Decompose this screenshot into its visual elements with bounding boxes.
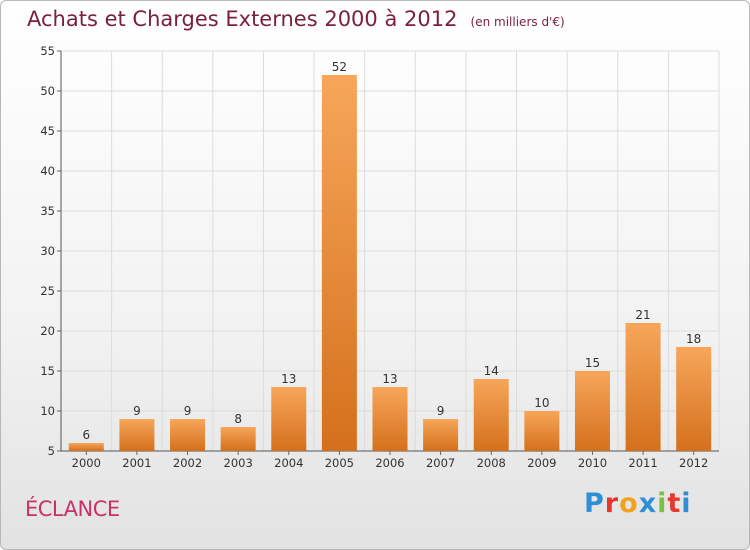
logo-letter: x	[638, 488, 658, 519]
data-label: 21	[635, 308, 650, 322]
data-label: 8	[234, 412, 242, 426]
y-tick-label: 45	[40, 124, 55, 138]
bar	[68, 443, 104, 451]
bar	[423, 419, 459, 451]
data-label: 6	[82, 428, 90, 442]
x-tick-label: 2006	[375, 456, 404, 470]
data-label: 52	[332, 60, 347, 74]
x-tick-label: 2012	[679, 456, 708, 470]
y-tick-label: 50	[40, 84, 55, 98]
y-tick-label: 10	[40, 404, 55, 418]
y-tick-label: 20	[40, 324, 55, 338]
x-tick-label: 2002	[173, 456, 202, 470]
x-tick-label: 2010	[578, 456, 607, 470]
commune-name: ÉCLANCE	[25, 497, 120, 521]
y-tick-label: 35	[40, 204, 55, 218]
x-tick-label: 2005	[325, 456, 354, 470]
y-tick-label: 5	[48, 444, 55, 458]
logo-letter: r	[604, 488, 620, 519]
bar	[220, 427, 256, 451]
bar	[321, 75, 357, 451]
logo-letter: i	[681, 488, 692, 519]
x-tick-label: 2003	[224, 456, 253, 470]
bar	[372, 387, 408, 451]
proxiti-logo: Proxiti	[584, 488, 692, 519]
title-row: Achats et Charges Externes 2000 à 2012 (…	[27, 7, 565, 31]
bar	[574, 371, 610, 451]
x-tick-label: 2007	[426, 456, 455, 470]
x-tick-label: 2009	[527, 456, 556, 470]
bar	[119, 419, 155, 451]
y-tick-label: 40	[40, 164, 55, 178]
x-tick-label: 2001	[122, 456, 151, 470]
data-label: 13	[382, 372, 397, 386]
logo-letter: o	[619, 488, 639, 519]
data-label: 18	[686, 332, 701, 346]
x-tick-label: 2000	[72, 456, 101, 470]
logo-letter: i	[657, 488, 668, 519]
data-label: 10	[534, 396, 549, 410]
y-tick-label: 30	[40, 244, 55, 258]
labels: 5 10 15 20 25 30 35 40 45 50 55 2000 6 2001 9 2002 9 2003…	[40, 44, 708, 470]
bars	[68, 75, 712, 451]
chart-subtitle: (en milliers d'€)	[470, 15, 565, 29]
y-tick-label: 55	[40, 44, 55, 58]
bar	[170, 419, 206, 451]
bar	[676, 347, 712, 451]
data-label: 9	[437, 404, 445, 418]
bar	[625, 323, 661, 451]
logo-letter: P	[584, 488, 605, 519]
x-tick-label: 2011	[628, 456, 657, 470]
x-tick-label: 2008	[477, 456, 506, 470]
data-label: 15	[585, 356, 600, 370]
bar	[271, 387, 307, 451]
chart-title: Achats et Charges Externes 2000 à 2012	[27, 7, 458, 31]
bar	[473, 379, 509, 451]
y-tick-label: 25	[40, 284, 55, 298]
data-label: 9	[184, 404, 192, 418]
logo-letter: t	[667, 488, 682, 519]
bar	[524, 411, 560, 451]
x-tick-label: 2004	[274, 456, 303, 470]
data-label: 14	[484, 364, 499, 378]
data-label: 9	[133, 404, 141, 418]
y-tick-label: 15	[40, 364, 55, 378]
data-label: 13	[281, 372, 296, 386]
